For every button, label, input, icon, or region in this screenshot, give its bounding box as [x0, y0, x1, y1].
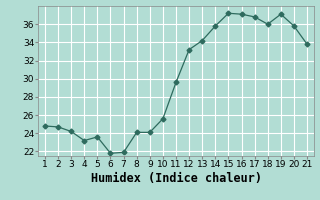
- X-axis label: Humidex (Indice chaleur): Humidex (Indice chaleur): [91, 172, 261, 185]
